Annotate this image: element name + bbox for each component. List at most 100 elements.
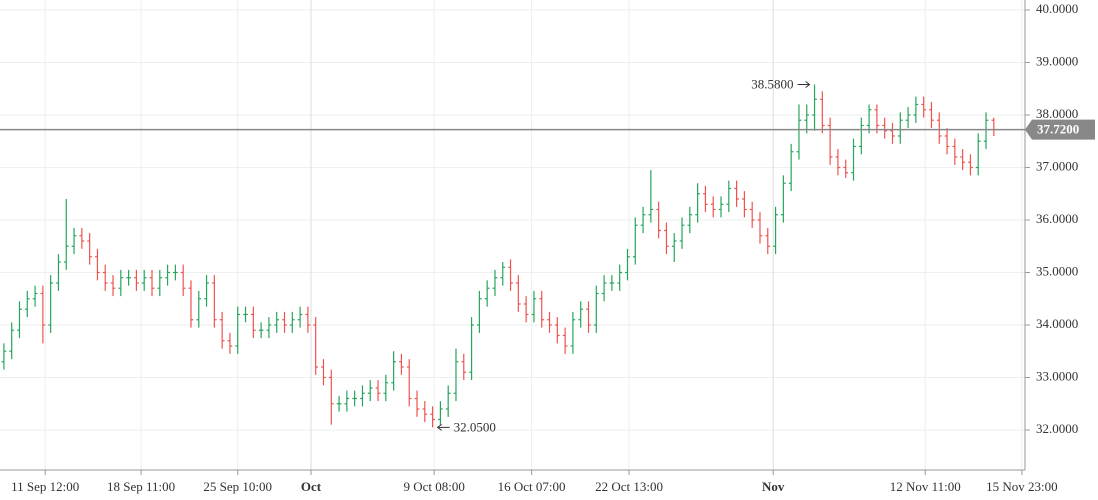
ohlc-bar [718, 196, 724, 218]
ohlc-bar [975, 133, 981, 176]
ohlc-bar [219, 311, 225, 349]
x-tick-label: 15 Nov 23:00 [986, 479, 1058, 494]
x-tick-label: 25 Sep 10:00 [203, 479, 272, 494]
ohlc-bar [438, 401, 443, 425]
ohlc-bar [929, 101, 934, 129]
high-annotation: 38.5800 [751, 77, 793, 92]
ohlc-bar [360, 385, 365, 407]
ohlc-bar [609, 275, 615, 291]
ohlc-bar [687, 206, 693, 234]
ohlc-bar [250, 306, 256, 339]
ohlc-bar [445, 385, 451, 417]
ohlc-bar [71, 227, 77, 255]
ohlc-bar [126, 269, 131, 286]
ohlc-bar [726, 180, 732, 213]
ohlc-bar [500, 261, 506, 286]
ohlc-bar [921, 96, 927, 118]
ohlc-bar [874, 104, 880, 134]
ohlc-bar [890, 122, 895, 144]
ohlc-bar [235, 306, 241, 354]
y-tick-label: 39.0000 [1036, 53, 1078, 68]
ohlc-bar [578, 301, 584, 328]
ohlc-bar [141, 269, 147, 291]
ohlc-bar [375, 380, 381, 402]
ohlc-bar [188, 280, 194, 328]
ohlc-bar [305, 306, 311, 333]
ohlc-bar [734, 180, 739, 207]
annotation-arrow [436, 423, 450, 431]
last-price-tag [1025, 119, 1095, 140]
ohlc-bar [952, 138, 958, 165]
ohlc-bar [484, 280, 490, 307]
ohlc-bar [95, 248, 100, 281]
ohlc-bar [570, 311, 576, 354]
ohlc-bar [469, 317, 474, 381]
ohlc-bar [274, 311, 280, 333]
ohlc-bar [562, 327, 568, 354]
ohlc-bar [157, 269, 163, 297]
ohlc-bar [204, 275, 209, 307]
ohlc-bar [593, 285, 599, 333]
ohlc-bar [788, 143, 794, 192]
ohlc-bar [180, 264, 186, 297]
ohlc-bar [414, 390, 420, 417]
ohlc-bar [586, 301, 591, 333]
last-price-label: 37.7200 [1037, 122, 1079, 137]
x-tick-label: 9 Oct 08:00 [403, 479, 464, 494]
ohlc-bar [422, 401, 428, 423]
x-tick-label: Nov [762, 479, 785, 494]
ohlc-bar [851, 138, 856, 181]
ohlc-bar [820, 91, 825, 134]
ohlc-bar [547, 311, 552, 333]
ohlc-bar [601, 275, 607, 302]
annotation-arrow [797, 81, 811, 88]
ohlc-bar [227, 332, 233, 354]
ohlc-bar [9, 322, 15, 360]
ohlc-bar [936, 112, 942, 144]
ohlc-bar [258, 322, 264, 339]
ohlc-bar [656, 201, 661, 239]
ohlc-bar [531, 290, 537, 323]
ohlc-bar [24, 290, 30, 318]
ohlc-bar [960, 149, 965, 171]
ohlc-bar [648, 170, 654, 223]
ohlc-bar [804, 104, 810, 134]
ohlc-bar [321, 359, 326, 386]
ohlc-bar [554, 317, 560, 344]
ohlc-bar [352, 390, 357, 407]
ohlc-bar [383, 374, 389, 402]
x-tick-label: Oct [301, 479, 322, 494]
ohlc-bar [897, 112, 903, 144]
ohlc-bar [212, 275, 217, 328]
ohlc-bar [63, 198, 69, 270]
ohlc-bar [905, 107, 911, 129]
ohlc-bar [858, 117, 864, 155]
ohlc-bar [406, 359, 412, 407]
ohlc-bar [757, 212, 763, 244]
ohlc-bar [477, 290, 482, 333]
ohlc-bar [461, 353, 467, 381]
ohlc-bar [516, 275, 521, 312]
ohlc-bar [492, 269, 498, 297]
ohlc-bar [796, 104, 802, 160]
ohlc-bar [313, 317, 319, 375]
ohlc-bar [827, 117, 833, 165]
ohlc-bar [110, 275, 116, 297]
ohlc-bar [173, 264, 178, 281]
y-tick-label: 34.0000 [1036, 316, 1078, 331]
ohlc-bar [165, 264, 170, 286]
low-annotation: 32.0500 [454, 419, 496, 434]
y-tick-label: 40.0000 [1036, 1, 1078, 16]
ohlc-bar [703, 185, 708, 213]
ohlc-bar [671, 233, 677, 262]
ohlc-bar [913, 96, 919, 123]
ohlc-bar [282, 311, 287, 333]
ohlc-bar [765, 227, 771, 255]
ohlc-bar [56, 254, 61, 291]
ohlc-bar [399, 353, 404, 375]
ohlc-bar [640, 206, 646, 234]
ohlc-bar [710, 196, 716, 218]
ohlc-bar [508, 259, 513, 291]
